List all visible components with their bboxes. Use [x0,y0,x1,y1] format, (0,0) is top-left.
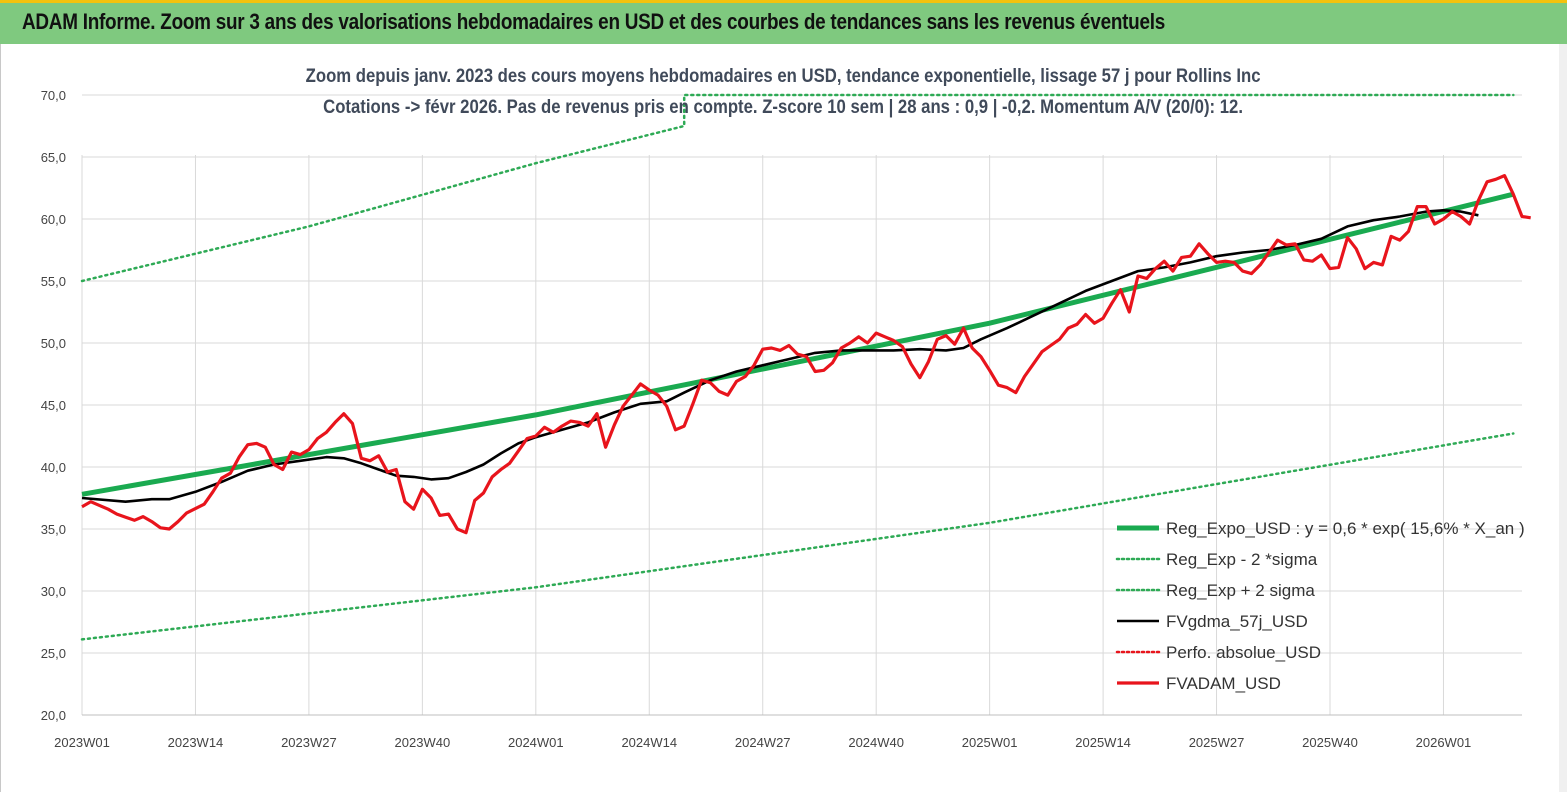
y-tick-label: 40,0 [41,460,66,475]
x-tick-label: 2025W40 [1302,735,1358,750]
y-tick-label: 45,0 [41,398,66,413]
y-tick-label: 50,0 [41,336,66,351]
x-tick-label: 2023W27 [281,735,337,750]
y-tick-label: 65,0 [41,150,66,165]
x-tick-label: 2026W01 [1416,735,1472,750]
chart-area [0,44,1567,792]
series-line-5 [81,174,1531,535]
legend-label: Reg_Expo_USD : y = 0,6 * exp( 15,6% * X_… [1166,519,1525,538]
y-tick-label: 35,0 [41,522,66,537]
report-title: ADAM Informe. Zoom sur 3 ans des valoris… [22,9,1166,34]
y-tick-label: 70,0 [41,88,66,103]
x-tick-label: 2024W01 [508,735,564,750]
legend-label: Reg_Exp - 2 *sigma [1166,550,1318,569]
series-line-2 [80,93,1515,283]
x-tick-label: 2024W40 [848,735,904,750]
y-axis-ticks: 20,0 25,0 30,0 35,0 40,0 45,0 50,0 55,0 60,0 65,0… [41,88,66,723]
x-tick-label: 2025W14 [1075,735,1131,750]
series-line-0 [81,191,1514,497]
x-tick-label: 2025W01 [962,735,1018,750]
legend-label: FVgdma_57j_USD [1166,612,1308,631]
legend-label: FVADAM_USD [1166,674,1281,693]
chart-title: Zoom depuis janv. 2023 des cours moyens … [305,66,1261,87]
x-tick-label: 2023W14 [168,735,224,750]
x-axis-ticks: 2023W01 2023W14 2023W27 2023W40 2024W01 2024W… [54,735,1471,750]
x-tick-label: 2024W14 [621,735,677,750]
x-tick-label: 2023W01 [54,735,110,750]
y-tick-label: 25,0 [41,646,66,661]
report-banner: ADAM Informe. Zoom sur 3 ans des valoris… [0,0,1567,44]
series-lines [80,93,1531,641]
x-tick-label: 2024W27 [735,735,791,750]
y-tick-label: 55,0 [41,274,66,289]
x-tick-label: 2023W40 [395,735,451,750]
y-tick-label: 60,0 [41,212,66,227]
y-tick-label: 30,0 [41,584,66,599]
chart-legend: Reg_Expo_USD : y = 0,6 * exp( 15,6% * X_… [1115,519,1525,693]
x-tick-label: 2025W27 [1189,735,1245,750]
legend-label: Reg_Exp + 2 sigma [1166,581,1315,600]
series-line-1 [80,432,1515,641]
y-tick-label: 20,0 [41,708,66,723]
legend-label: Perfo. absolue_USD [1166,643,1321,662]
chart-subtitle: Cotations -> févr 2026. Pas de revenus p… [323,97,1244,118]
